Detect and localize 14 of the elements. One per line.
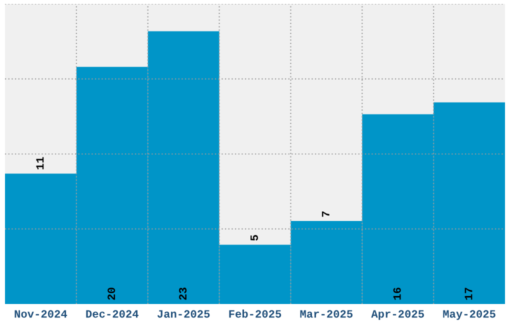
- x-tick-label: Dec-2024: [86, 310, 138, 318]
- x-tick-label: Apr-2025: [371, 310, 424, 320]
- data-label: 11: [36, 157, 44, 170]
- data-label: 23: [179, 288, 187, 300]
- x-tick-label: Mar-2025: [300, 310, 353, 318]
- x-tick-label: May-2025: [443, 310, 496, 320]
- data-label: 5: [250, 235, 258, 241]
- x-tick-label: Nov-2024: [14, 310, 68, 318]
- data-label: 17: [464, 288, 472, 300]
- data-label: 20: [108, 288, 116, 300]
- data-label: 7: [322, 212, 330, 217]
- data-label: 16: [393, 288, 401, 300]
- x-tick-label: Feb-2025: [229, 310, 282, 318]
- x-tick-label: Jan-2025: [157, 310, 210, 318]
